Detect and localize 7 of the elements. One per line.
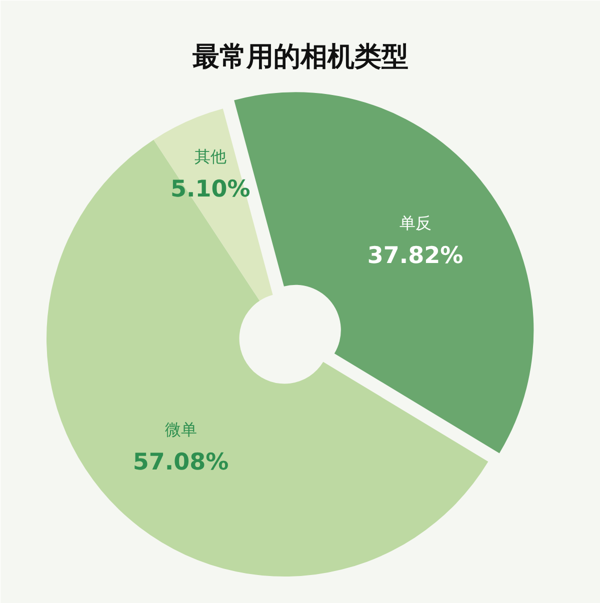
chart-title: 最常用的相机类型 [192, 42, 408, 72]
data-label: 37.82% [367, 243, 464, 270]
slice-label: 单反 [399, 214, 432, 233]
slice-label: 其他 [194, 146, 226, 166]
slice-label: 微单 [164, 420, 197, 439]
data-label: 5.10% [170, 176, 250, 202]
data-label: 57.08% [132, 449, 229, 476]
